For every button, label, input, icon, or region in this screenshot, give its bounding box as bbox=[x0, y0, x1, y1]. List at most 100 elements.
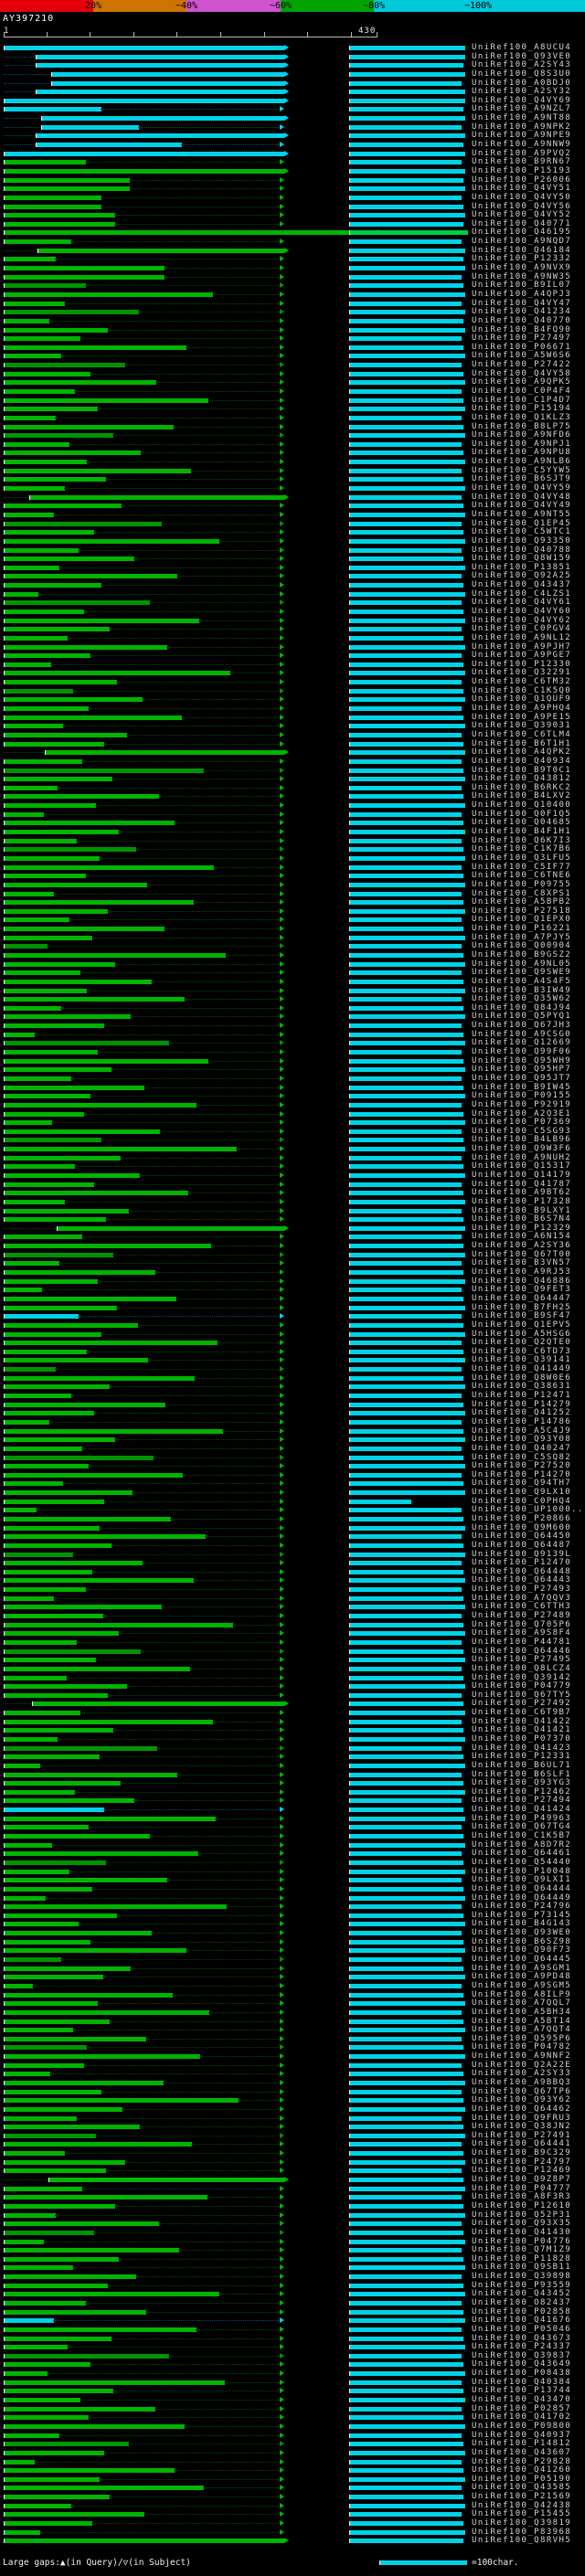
hit-label: UniRef100_P09155 bbox=[472, 1091, 572, 1101]
query-dotted bbox=[115, 682, 279, 684]
hit-row: UniRef100_Q38JN2 bbox=[0, 2123, 585, 2132]
hit-label: UniRef100_P14270 bbox=[472, 1469, 572, 1479]
query-arrow-icon bbox=[280, 370, 284, 376]
hit-label: UniRef100_P27497 bbox=[472, 334, 572, 344]
query-bar bbox=[4, 961, 115, 967]
query-arrow-icon bbox=[280, 811, 284, 817]
hit-label: UniRef100_Q04685 bbox=[472, 818, 572, 828]
query-dotted bbox=[90, 1096, 279, 1097]
query-dotted bbox=[117, 2258, 279, 2260]
subject-bar bbox=[349, 811, 462, 817]
subject-bar bbox=[349, 768, 463, 773]
hit-label: UniRef100_Q39031 bbox=[472, 721, 572, 731]
query-bar bbox=[4, 239, 72, 245]
hit-label: UniRef100_A7QQV3 bbox=[472, 1593, 572, 1603]
hit-row: UniRef100_Q39837 bbox=[0, 2351, 585, 2361]
query-bar bbox=[4, 1490, 133, 1496]
subject-bar bbox=[349, 2406, 462, 2412]
hit-label: UniRef100_A9SGM5 bbox=[472, 1980, 572, 1990]
subject-bar bbox=[349, 1411, 465, 1416]
query-arrow-icon bbox=[280, 1004, 284, 1011]
hit-row: UniRef100_P05190 bbox=[0, 2475, 585, 2485]
hit-label: UniRef100_P15193 bbox=[472, 165, 572, 175]
query-arrow-icon bbox=[280, 1938, 284, 1945]
subject-bar bbox=[349, 952, 463, 958]
subject-bar bbox=[349, 1005, 463, 1011]
query-dotted bbox=[218, 540, 279, 542]
query-arrow-icon bbox=[280, 142, 284, 148]
query-dotted bbox=[159, 1130, 279, 1132]
query-bar bbox=[4, 715, 183, 720]
hit-label: UniRef100_Q93Y62 bbox=[472, 2095, 572, 2105]
query-bar bbox=[4, 1675, 67, 1680]
hit-row: UniRef100_A9CSG0 bbox=[0, 1030, 585, 1040]
query-dotted bbox=[100, 109, 279, 111]
hit-row: UniRef100_Q4VY58 bbox=[0, 369, 585, 379]
query-arrow-icon bbox=[280, 1277, 284, 1284]
hit-label: UniRef100_C1P4D7 bbox=[472, 395, 572, 405]
subject-bar bbox=[349, 610, 463, 614]
query-dotted bbox=[142, 1563, 279, 1564]
query-arrow-icon bbox=[280, 1463, 284, 1469]
hit-row: UniRef100_B9IW45 bbox=[0, 1083, 585, 1093]
subject-bar bbox=[349, 2345, 465, 2350]
query-bar bbox=[4, 2539, 284, 2544]
query-bar bbox=[36, 143, 183, 148]
query-arrow-icon bbox=[280, 970, 284, 976]
ruler-tick bbox=[307, 32, 309, 37]
query-dotted bbox=[55, 417, 279, 419]
hit-row: UniRef100_Q41260 bbox=[0, 2466, 585, 2475]
query-arrow-icon bbox=[280, 387, 284, 394]
hit-row: UniRef100_P17328 bbox=[0, 1197, 585, 1207]
hit-row: UniRef100_A9NL12 bbox=[0, 633, 585, 643]
ruler-tick bbox=[133, 32, 134, 37]
query-dotted bbox=[113, 223, 279, 225]
query-bar bbox=[4, 310, 139, 315]
subject-bar bbox=[349, 680, 462, 685]
query-lead-dotted bbox=[4, 56, 37, 58]
subject-bar bbox=[349, 662, 463, 667]
query-dotted bbox=[80, 760, 279, 762]
hit-label: UniRef100_A6N154 bbox=[472, 1232, 572, 1242]
subject-bar bbox=[349, 160, 462, 165]
hit-row: UniRef100_Q52P31 bbox=[0, 2210, 585, 2221]
query-bar bbox=[4, 1041, 169, 1046]
subject-bar bbox=[349, 1561, 462, 1566]
hit-row: UniRef100_Q1QUF9 bbox=[0, 695, 585, 705]
subject-bar bbox=[349, 1235, 462, 1240]
query-dotted bbox=[84, 875, 279, 877]
query-arrow-icon bbox=[280, 661, 284, 667]
hit-label: UniRef100_Q67JH3 bbox=[472, 1021, 572, 1031]
query-bar bbox=[4, 2009, 209, 2015]
subject-bar bbox=[349, 1851, 462, 1857]
query-arrow-icon bbox=[280, 1093, 284, 1099]
hit-row: UniRef100_P15194 bbox=[0, 405, 585, 414]
query-bar bbox=[4, 1067, 112, 1073]
query-bar bbox=[4, 706, 90, 712]
query-dotted bbox=[196, 1104, 279, 1106]
hit-row: UniRef100_A6N154 bbox=[0, 1233, 585, 1242]
hit-label: UniRef100_C8XPS1 bbox=[472, 888, 572, 898]
query-arrow-icon bbox=[280, 2300, 284, 2306]
query-arrow-icon bbox=[280, 1903, 284, 1910]
hit-label: UniRef100_Q40937 bbox=[472, 2430, 572, 2440]
query-bar bbox=[51, 80, 284, 86]
query-dotted bbox=[59, 1007, 279, 1009]
query-dotted bbox=[130, 1016, 279, 1018]
query-dotted bbox=[59, 1959, 279, 1961]
query-lead-dotted bbox=[4, 1227, 58, 1229]
hit-row: UniRef100_Q41676 bbox=[0, 2316, 585, 2326]
query-arrow-icon bbox=[280, 2520, 284, 2527]
query-bar bbox=[4, 2151, 65, 2157]
query-bar bbox=[4, 2371, 48, 2377]
subject-bar bbox=[349, 1648, 463, 1654]
hit-row: UniRef100_P27489 bbox=[0, 1611, 585, 1621]
query-arrow-icon bbox=[280, 1648, 284, 1654]
hit-row: UniRef100_B9LXY1 bbox=[0, 1206, 585, 1216]
hit-row: UniRef100_Q64487 bbox=[0, 1541, 585, 1551]
query-arrow-icon bbox=[280, 556, 284, 562]
subject-bar bbox=[349, 697, 465, 703]
query-arrow-icon bbox=[280, 776, 284, 782]
hit-row: UniRef100_Q41252 bbox=[0, 1409, 585, 1418]
hit-label: UniRef100_P12329 bbox=[472, 1223, 572, 1233]
